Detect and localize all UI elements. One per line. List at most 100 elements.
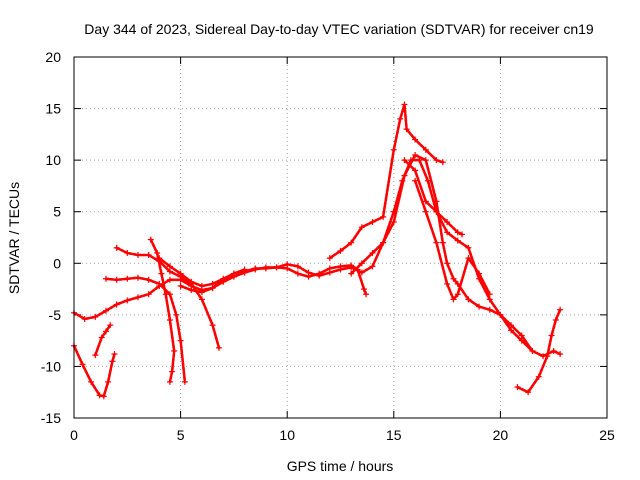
series-track-8 xyxy=(177,266,248,296)
data-point xyxy=(198,289,205,296)
data-point xyxy=(525,389,532,396)
data-point xyxy=(444,229,451,236)
x-tick-label: 10 xyxy=(279,427,295,443)
data-point xyxy=(284,265,291,272)
data-point xyxy=(454,229,461,236)
data-point xyxy=(397,115,404,122)
data-point xyxy=(98,334,105,341)
data-point xyxy=(459,231,466,238)
data-point xyxy=(188,287,195,294)
data-point xyxy=(124,297,131,304)
series-track-4 xyxy=(102,274,188,385)
data-point xyxy=(177,282,184,289)
plot-frame xyxy=(73,56,608,419)
y-tick-label: 10 xyxy=(45,152,61,168)
data-point xyxy=(439,159,446,166)
data-point xyxy=(169,368,176,375)
x-tick-labels: 0 5 10 15 20 25 xyxy=(70,427,615,443)
data-point xyxy=(156,280,163,287)
data-point xyxy=(439,239,446,246)
data-point xyxy=(92,352,99,359)
series-track-1 xyxy=(71,157,564,360)
data-point xyxy=(433,198,440,205)
data-point xyxy=(535,373,542,380)
data-point xyxy=(422,146,429,153)
data-point xyxy=(124,249,131,256)
data-point xyxy=(79,361,86,368)
data-point xyxy=(544,353,551,360)
data-point xyxy=(156,255,163,262)
data-point xyxy=(252,265,259,272)
series-line xyxy=(94,323,112,357)
data-point xyxy=(107,322,114,329)
data-point xyxy=(134,274,141,281)
data-point xyxy=(401,172,408,179)
data-point xyxy=(337,263,344,270)
data-point xyxy=(337,247,344,254)
data-point xyxy=(113,301,120,308)
data-point xyxy=(454,237,461,244)
data-point xyxy=(147,236,154,243)
data-point xyxy=(102,328,109,335)
series-line xyxy=(328,103,445,260)
data-point xyxy=(508,327,515,334)
data-point xyxy=(198,282,205,289)
data-point xyxy=(476,270,483,277)
data-point xyxy=(215,344,222,351)
chart-title: Day 344 of 2023, Sidereal Day-to-day VTE… xyxy=(84,21,594,37)
data-point xyxy=(134,252,141,259)
data-point xyxy=(557,351,564,358)
data-point xyxy=(209,285,216,292)
y-tick-label: -10 xyxy=(41,358,61,374)
data-point xyxy=(145,252,152,259)
data-point xyxy=(360,286,367,293)
data-point xyxy=(209,322,216,329)
data-point xyxy=(154,249,161,256)
data-point xyxy=(557,306,564,313)
x-tick-label: 20 xyxy=(493,427,509,443)
grid-lines xyxy=(74,57,607,418)
data-point xyxy=(188,278,195,285)
data-point xyxy=(305,273,312,280)
x-axis-label: GPS time / hours xyxy=(287,458,394,474)
data-point xyxy=(177,337,184,344)
data-point xyxy=(348,262,355,269)
data-point xyxy=(273,264,280,271)
data-point xyxy=(177,270,184,277)
data-point xyxy=(363,291,370,298)
series-line xyxy=(158,256,368,296)
data-point xyxy=(358,260,365,267)
data-point xyxy=(465,244,472,251)
data-point xyxy=(145,276,152,283)
data-point xyxy=(444,219,451,226)
data-point xyxy=(166,378,173,385)
data-point xyxy=(552,317,559,324)
data-point xyxy=(454,291,461,298)
data-point xyxy=(171,347,178,354)
data-point xyxy=(529,347,536,354)
data-point xyxy=(465,255,472,262)
data-point xyxy=(198,296,205,303)
series-track-6 xyxy=(147,236,178,385)
data-point xyxy=(422,208,429,215)
series-line xyxy=(72,158,562,358)
data-point xyxy=(422,198,429,205)
data-point xyxy=(422,157,429,164)
series-track-11 xyxy=(401,157,466,238)
data-point xyxy=(158,270,165,277)
y-tick-labels: -15 -10 -5 0 5 10 15 20 xyxy=(41,49,61,426)
data-point xyxy=(548,332,555,339)
data-point xyxy=(380,239,387,246)
data-point xyxy=(326,265,333,272)
data-point xyxy=(102,275,109,282)
data-point xyxy=(173,311,180,318)
series-track-3 xyxy=(92,322,114,359)
data-point xyxy=(433,157,440,164)
data-point xyxy=(316,270,323,277)
x-tick-label: 15 xyxy=(386,427,402,443)
data-point xyxy=(348,239,355,246)
data-point xyxy=(465,296,472,303)
data-point xyxy=(88,378,95,385)
y-tick-label: 5 xyxy=(53,204,61,220)
y-tick-label: 0 xyxy=(53,255,61,271)
